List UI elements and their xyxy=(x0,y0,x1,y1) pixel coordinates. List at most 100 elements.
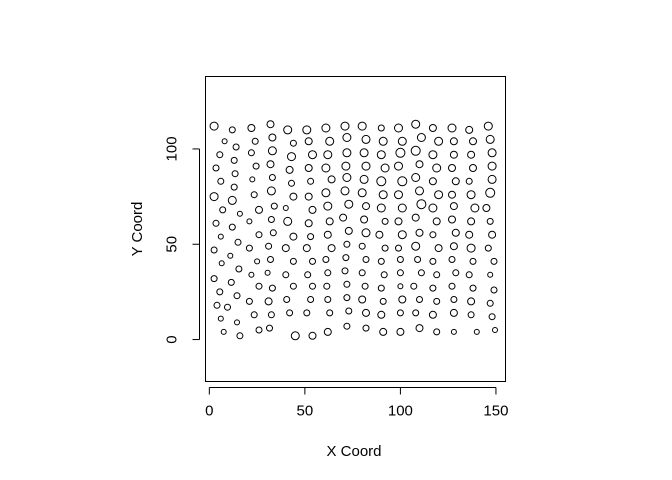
data-point xyxy=(486,217,494,225)
data-point xyxy=(342,133,352,142)
data-point xyxy=(289,139,297,147)
y-axis: 0 50 100 xyxy=(164,136,200,344)
data-point xyxy=(255,326,263,334)
data-point xyxy=(378,136,388,146)
data-point xyxy=(268,174,276,181)
data-point xyxy=(485,187,496,198)
data-point xyxy=(343,294,351,302)
data-point xyxy=(307,177,315,185)
y-axis-label: Y Coord xyxy=(129,202,146,257)
data-point xyxy=(448,215,456,224)
data-point xyxy=(394,190,403,200)
data-point xyxy=(487,161,497,171)
data-point xyxy=(321,123,331,133)
data-point xyxy=(448,256,456,263)
data-point xyxy=(289,192,298,201)
data-point xyxy=(286,309,294,317)
data-point xyxy=(448,282,456,290)
data-point xyxy=(343,322,351,330)
data-point xyxy=(380,163,390,173)
data-point xyxy=(269,229,277,237)
data-point xyxy=(217,233,224,240)
data-point xyxy=(410,145,421,156)
data-point xyxy=(433,297,441,305)
data-point xyxy=(255,205,263,214)
data-point xyxy=(377,124,385,132)
data-point xyxy=(327,175,336,184)
data-point xyxy=(379,327,388,336)
data-point xyxy=(361,161,371,171)
data-point xyxy=(224,303,231,311)
data-point xyxy=(394,217,403,226)
data-point xyxy=(264,269,271,276)
data-point xyxy=(212,219,220,227)
data-point xyxy=(376,150,386,160)
data-point xyxy=(267,256,274,263)
data-point xyxy=(381,217,389,225)
data-point xyxy=(267,146,277,156)
data-point xyxy=(324,296,332,303)
data-point xyxy=(432,163,442,173)
data-point xyxy=(302,125,312,135)
data-point xyxy=(416,199,427,210)
data-point xyxy=(326,309,334,317)
data-point xyxy=(411,213,420,222)
data-point xyxy=(343,240,351,248)
data-point xyxy=(212,164,220,172)
x-tick-label: 100 xyxy=(388,403,413,420)
data-point xyxy=(357,121,367,131)
data-point xyxy=(411,119,421,129)
data-point xyxy=(433,271,441,279)
data-point xyxy=(254,258,261,265)
data-point xyxy=(340,121,350,131)
data-point xyxy=(342,148,352,158)
data-point xyxy=(434,190,444,200)
data-point xyxy=(252,162,260,170)
data-point xyxy=(396,269,404,277)
data-point xyxy=(432,217,441,226)
data-point xyxy=(290,331,300,341)
data-point xyxy=(217,177,225,185)
data-point xyxy=(415,160,424,169)
data-point xyxy=(288,179,295,187)
data-point xyxy=(228,223,236,231)
data-point xyxy=(429,284,437,292)
data-point xyxy=(321,163,331,173)
data-point xyxy=(467,297,476,306)
data-point xyxy=(448,164,456,172)
data-point xyxy=(303,309,311,317)
data-point xyxy=(345,307,353,315)
data-point xyxy=(218,260,225,267)
data-point xyxy=(490,257,498,265)
data-point xyxy=(339,213,348,222)
data-point xyxy=(324,269,332,277)
data-point xyxy=(467,217,476,226)
data-point xyxy=(379,297,387,305)
data-point xyxy=(469,257,477,265)
data-point xyxy=(282,271,290,279)
data-point xyxy=(304,271,312,279)
data-point xyxy=(469,137,477,146)
data-point xyxy=(325,217,334,226)
data-point xyxy=(447,123,457,133)
data-point xyxy=(360,215,369,224)
data-point xyxy=(234,319,240,326)
data-point xyxy=(397,203,407,213)
data-point xyxy=(410,282,418,290)
data-point xyxy=(251,137,259,145)
data-point xyxy=(247,124,256,132)
data-point xyxy=(270,202,278,210)
data-point xyxy=(304,219,313,228)
data-point xyxy=(395,244,402,252)
data-point xyxy=(285,165,294,174)
data-point xyxy=(231,170,239,178)
data-point xyxy=(377,310,386,319)
data-point xyxy=(428,124,437,132)
data-point xyxy=(483,121,493,131)
data-point xyxy=(377,257,385,265)
data-point xyxy=(415,228,424,237)
data-point xyxy=(377,284,385,292)
data-point xyxy=(375,230,384,239)
data-point xyxy=(289,282,297,290)
